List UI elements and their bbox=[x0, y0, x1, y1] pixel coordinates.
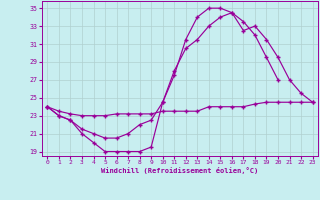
X-axis label: Windchill (Refroidissement éolien,°C): Windchill (Refroidissement éolien,°C) bbox=[101, 167, 259, 174]
